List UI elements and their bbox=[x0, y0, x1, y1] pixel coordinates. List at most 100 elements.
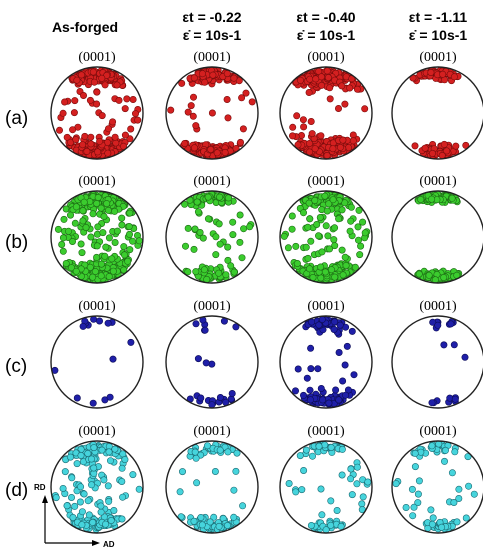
pole-point bbox=[302, 446, 310, 454]
pole-point bbox=[69, 126, 77, 134]
pole-point bbox=[211, 467, 219, 475]
pole-point bbox=[322, 526, 330, 534]
pole-point bbox=[306, 396, 314, 404]
plane-label: (0001) bbox=[193, 299, 231, 314]
pole-point bbox=[179, 468, 187, 476]
pole-point bbox=[306, 265, 314, 273]
pole-point bbox=[415, 477, 423, 485]
pole-point bbox=[314, 365, 322, 373]
pole-point bbox=[288, 132, 296, 140]
pole-point bbox=[176, 488, 184, 496]
pole-point bbox=[361, 229, 369, 237]
pole-point bbox=[236, 211, 244, 219]
pole-point bbox=[452, 142, 460, 150]
pole-point bbox=[335, 396, 343, 404]
pole-point bbox=[451, 448, 459, 456]
pole-point bbox=[94, 194, 102, 202]
pole-point bbox=[305, 89, 313, 97]
pole-point bbox=[329, 196, 337, 204]
pole-point bbox=[198, 521, 206, 529]
pole-figure-circle-d-2 bbox=[165, 440, 259, 534]
plane-label: (0001) bbox=[78, 299, 116, 314]
pole-point bbox=[233, 449, 241, 457]
pole-point bbox=[330, 236, 338, 244]
pole-point bbox=[299, 209, 307, 217]
pole-point bbox=[199, 70, 207, 78]
pole-point bbox=[59, 234, 67, 242]
pole-point bbox=[124, 257, 132, 265]
pole-point bbox=[213, 149, 221, 157]
pole-point bbox=[204, 193, 212, 201]
pole-point bbox=[107, 457, 115, 465]
pole-point bbox=[77, 240, 85, 248]
pole-figure-circle-c-2 bbox=[165, 315, 259, 409]
pole-figure-circle-b-4 bbox=[391, 190, 483, 284]
plane-label: (0001) bbox=[78, 50, 116, 65]
pole-point bbox=[121, 456, 129, 464]
pole-point bbox=[62, 205, 70, 213]
pole-point bbox=[120, 142, 128, 150]
pole-point bbox=[80, 198, 88, 206]
pole-point bbox=[224, 521, 232, 529]
pole-point bbox=[192, 122, 200, 130]
pole-point bbox=[343, 342, 351, 350]
pole-point bbox=[90, 315, 98, 323]
pole-point bbox=[190, 93, 198, 101]
pole-point bbox=[355, 206, 363, 214]
pole-point bbox=[242, 89, 250, 97]
column-header-strain-0.22: εt = -0.22 bbox=[182, 9, 241, 25]
pole-point bbox=[359, 218, 367, 226]
pole-point bbox=[415, 270, 423, 278]
pole-point bbox=[307, 365, 315, 373]
pole-point bbox=[336, 321, 344, 329]
pole-point bbox=[354, 223, 362, 231]
pole-point bbox=[90, 78, 98, 86]
pole-point bbox=[317, 132, 325, 140]
pole-point bbox=[212, 251, 220, 259]
pole-point bbox=[126, 246, 134, 254]
pole-point bbox=[87, 140, 95, 148]
pole-point bbox=[105, 497, 113, 505]
pole-point bbox=[200, 266, 208, 274]
pole-point bbox=[421, 144, 429, 152]
pole-point bbox=[334, 105, 342, 113]
pole-point bbox=[67, 453, 75, 461]
plane-label: (0001) bbox=[307, 299, 345, 314]
pole-point bbox=[317, 485, 325, 493]
pole-point bbox=[105, 273, 113, 281]
pole-point bbox=[190, 74, 198, 82]
pole-point bbox=[97, 502, 105, 510]
pole-point bbox=[194, 208, 202, 216]
pole-point bbox=[84, 449, 92, 457]
pole-point bbox=[184, 108, 192, 116]
pole-point bbox=[105, 234, 113, 242]
pole-point bbox=[353, 85, 361, 93]
pole-point bbox=[80, 92, 88, 100]
pole-point bbox=[134, 116, 142, 124]
pole-point bbox=[351, 263, 359, 271]
pole-point bbox=[72, 267, 80, 275]
pole-point bbox=[135, 485, 143, 493]
pole-point bbox=[238, 254, 246, 262]
pole-point bbox=[317, 263, 325, 271]
pole-point bbox=[306, 386, 314, 394]
pole-point bbox=[337, 522, 345, 530]
pole-point bbox=[327, 497, 335, 505]
pole-point bbox=[197, 394, 205, 402]
pole-point bbox=[322, 222, 330, 230]
pole-figure-circle-d-4 bbox=[391, 440, 483, 534]
pole-point bbox=[317, 384, 325, 392]
pole-point bbox=[105, 125, 113, 133]
pole-point bbox=[88, 481, 96, 489]
pole-point bbox=[90, 444, 98, 452]
pole-point bbox=[299, 116, 307, 124]
pole-point bbox=[356, 251, 364, 259]
pole-figure-circle-c-3 bbox=[279, 315, 373, 409]
row-label-d: (d) bbox=[5, 480, 28, 501]
pole-point bbox=[59, 109, 67, 117]
pole-point bbox=[438, 523, 446, 531]
pole-point bbox=[246, 223, 254, 231]
pole-point bbox=[409, 512, 417, 520]
pole-point bbox=[239, 125, 247, 133]
pole-point bbox=[316, 214, 324, 222]
